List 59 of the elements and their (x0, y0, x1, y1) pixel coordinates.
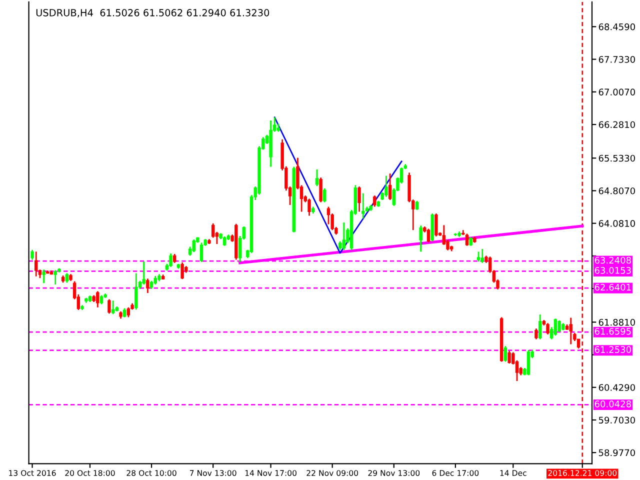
candlestick (546, 322, 550, 336)
candlestick (65, 272, 68, 284)
y-tick-label: 67.0070 (598, 88, 635, 96)
text: USDRUB,H4 61.5026 61.5062 61.2940 61.3230 (36, 9, 270, 18)
ref-line-label: 63.2408 (594, 256, 631, 264)
candlestick (200, 242, 204, 263)
ref-line-label: 61.6595 (594, 328, 631, 335)
candlestick (34, 250, 38, 278)
candlestick (169, 252, 172, 268)
candlestick (465, 233, 469, 247)
candlestick (223, 236, 226, 247)
candlestick (96, 290, 100, 308)
candlestick (476, 250, 480, 262)
candlestick (108, 298, 111, 314)
candlestick (419, 224, 422, 252)
ref-line-label: 61.2530 (594, 346, 631, 353)
candlestick (480, 248, 484, 264)
y-tick-label: 66.2810 (598, 121, 635, 128)
candlestick (526, 349, 530, 376)
y-tick-label: 61.8810 (598, 318, 635, 326)
candlestick (434, 212, 438, 238)
candlestick (358, 186, 361, 212)
candlestick (319, 176, 322, 203)
candlestick (315, 168, 319, 187)
y-tick-label: 64.8070 (598, 187, 635, 194)
candlestick (569, 317, 572, 345)
y-tick-label: 64.0810 (598, 220, 635, 227)
candlestick (134, 272, 138, 310)
candlestick (426, 228, 430, 243)
candlestick (146, 278, 150, 294)
candlestick (504, 345, 508, 362)
candlestick (126, 306, 130, 318)
candlestick (534, 328, 538, 340)
candlestick (30, 249, 34, 260)
candlestick (554, 318, 558, 336)
ref-line-label: 63.0153 (594, 266, 631, 274)
candlestick (42, 268, 46, 284)
y-tick-label: 58.9770 (598, 449, 635, 456)
candlestick (142, 260, 146, 286)
ref-line-label: 60.0428 (594, 400, 631, 408)
candlestick (538, 314, 542, 340)
candlestick (508, 350, 511, 364)
y-tick-label: 65.5330 (598, 154, 635, 162)
candlestick (362, 192, 365, 220)
candlestick (558, 320, 561, 333)
candlestick (384, 175, 388, 198)
y-tick-label: 59.7030 (598, 416, 635, 424)
y-tick-label: 68.4590 (598, 23, 635, 30)
candlestick (192, 238, 196, 253)
candlestick (323, 188, 326, 203)
candlestick (388, 172, 392, 201)
ref-line-label: 62.6401 (594, 284, 631, 291)
candlestick (308, 198, 311, 216)
y-tick-label: 60.4290 (598, 384, 635, 391)
candlestick (373, 194, 376, 208)
y-tick-label: 67.7330 (598, 56, 635, 63)
candlestick (54, 269, 57, 286)
candlestick (342, 222, 346, 251)
candlestick (180, 262, 184, 280)
